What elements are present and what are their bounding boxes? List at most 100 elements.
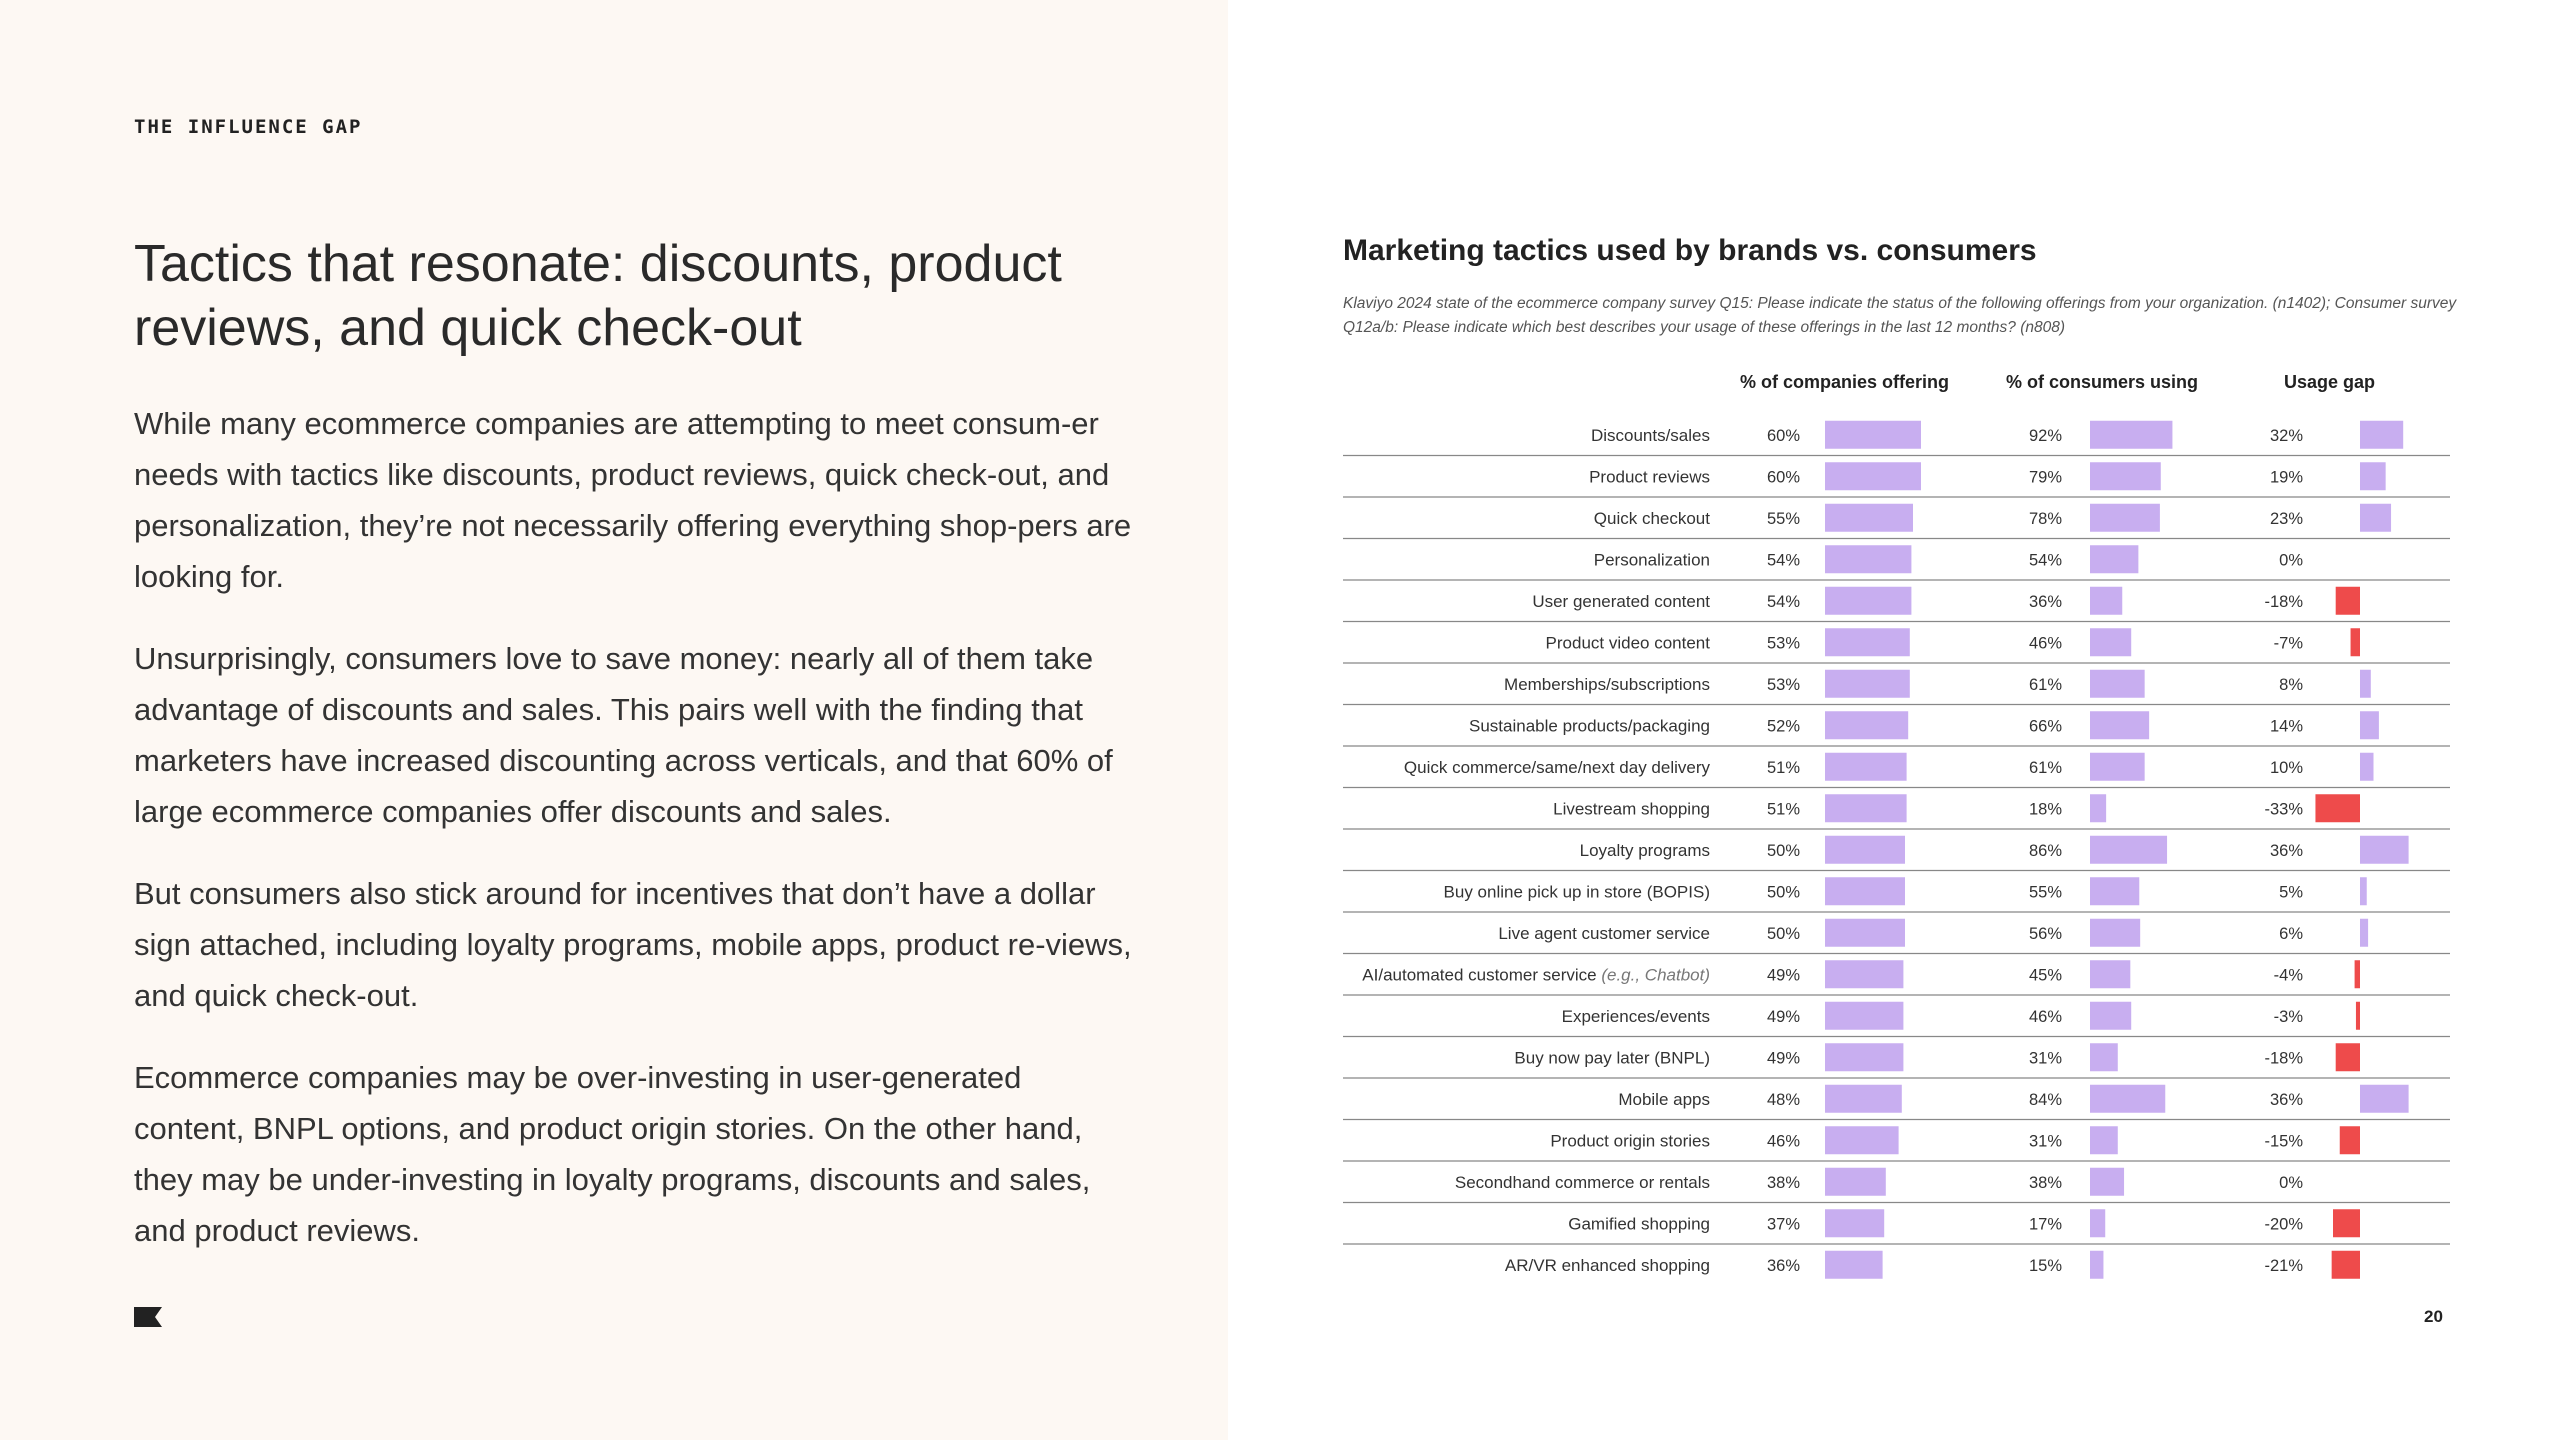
category-label: Memberships/subscriptions [1504,675,1710,694]
bar-consumers [2090,545,2139,574]
bar-companies [1825,420,1921,449]
bar-consumers [2090,462,2161,491]
bar-consumers [2090,918,2141,947]
data-label-gap: 32% [2270,427,2303,445]
data-label-consumers: 15% [2029,1257,2062,1275]
data-label-companies: 46% [1767,1132,1800,1150]
data-label-companies: 53% [1767,676,1800,694]
data-label-companies: 49% [1767,1008,1800,1026]
bar-consumers [2090,669,2145,698]
data-label-consumers: 46% [2029,1008,2062,1026]
bar-consumers [2090,794,2107,823]
data-label-consumers: 56% [2029,925,2062,943]
data-label-gap: -20% [2264,1215,2303,1233]
data-label-companies: 60% [1767,468,1800,486]
bar-gap [2333,1209,2360,1238]
data-label-consumers: 18% [2029,800,2062,818]
data-label-consumers: 92% [2029,427,2062,445]
bar-companies [1825,1250,1883,1279]
bar-consumers [2090,960,2131,989]
bar-companies [1825,1209,1885,1238]
bar-companies [1825,1043,1904,1072]
data-label-gap: 6% [2279,925,2303,943]
data-label-consumers: 61% [2029,676,2062,694]
data-label-consumers: 17% [2029,1215,2062,1233]
bar-companies [1825,835,1905,864]
data-label-companies: 50% [1767,925,1800,943]
bar-consumers [2090,586,2123,615]
bar-consumers [2090,752,2145,781]
data-label-consumers: 38% [2029,1174,2062,1192]
data-label-gap: 0% [2279,551,2303,569]
bar-gap [2360,503,2392,532]
bar-gap [2360,752,2374,781]
bar-consumers [2090,1167,2125,1196]
data-label-gap: 36% [2270,1091,2303,1109]
bar-consumers [2090,1084,2166,1113]
bar-gap [2360,420,2404,449]
bar-companies [1825,877,1905,906]
data-label-gap: -18% [2264,593,2303,611]
data-label-companies: 49% [1767,1049,1800,1067]
chart-title: Marketing tactics used by brands vs. con… [1343,234,2037,267]
data-label-consumers: 36% [2029,593,2062,611]
data-label-companies: 50% [1767,842,1800,860]
bar-consumers [2090,628,2132,657]
data-label-gap: 19% [2270,468,2303,486]
data-label-companies: 50% [1767,883,1800,901]
bar-companies [1825,794,1907,823]
data-label-companies: 60% [1767,427,1800,445]
column-header-companies: % of companies offering [1740,372,1950,392]
bar-companies [1825,1167,1886,1196]
bar-companies [1825,545,1912,574]
bar-gap [2355,1001,2360,1030]
chart-source-note: Klaviyo 2024 state of the ecommerce comp… [1343,295,2457,336]
data-label-gap: -7% [2274,634,2304,652]
data-label-companies: 36% [1767,1257,1800,1275]
body-copy: While many ecommerce companies are attem… [134,398,1134,1287]
category-label: Product video content [1546,633,1711,652]
bar-consumers [2090,711,2150,740]
paragraph: But consumers also stick around for ince… [134,876,1132,1013]
bar-companies [1825,711,1909,740]
bar-gap [2360,835,2409,864]
category-label: Discounts/sales [1591,426,1710,445]
category-label: AI/automated customer service (e.g., Cha… [1362,965,1710,984]
bar-gap [2360,711,2379,740]
data-label-companies: 54% [1767,551,1800,569]
data-label-gap: -15% [2264,1132,2303,1150]
bar-companies [1825,503,1913,532]
category-label: Buy online pick up in store (BOPIS) [1444,882,1710,901]
bar-consumers [2090,1209,2106,1238]
data-label-consumers: 46% [2029,634,2062,652]
paragraph: While many ecommerce companies are attem… [134,406,1132,594]
bar-companies [1825,669,1910,698]
bar-consumers [2090,1126,2118,1155]
flag-logo-icon [134,1307,162,1327]
bar-consumers [2090,420,2173,449]
category-label: Product origin stories [1550,1131,1710,1150]
category-label: Livestream shopping [1553,799,1710,818]
bar-gap [2331,1250,2360,1279]
column-header-gap: Usage gap [2284,372,2376,392]
data-label-consumers: 45% [2029,966,2062,984]
data-label-gap: 36% [2270,842,2303,860]
data-label-gap: 14% [2270,717,2303,735]
bar-companies [1825,462,1921,491]
data-label-gap: -4% [2274,966,2304,984]
category-label: Quick checkout [1594,509,1710,528]
category-label: Loyalty programs [1580,841,1710,860]
category-label: Product reviews [1589,467,1710,486]
category-label: Buy now pay later (BNPL) [1514,1048,1710,1067]
data-label-gap: 23% [2270,510,2303,528]
bar-gap [2354,960,2360,989]
bar-gap [2360,1084,2409,1113]
data-label-gap: -21% [2264,1257,2303,1275]
bar-gap [2315,794,2360,823]
data-label-gap: 8% [2279,676,2303,694]
category-label: User generated content [1532,592,1710,611]
category-label: Secondhand commerce or rentals [1455,1173,1710,1192]
category-label: Gamified shopping [1568,1214,1710,1233]
bar-gap [2335,586,2360,615]
